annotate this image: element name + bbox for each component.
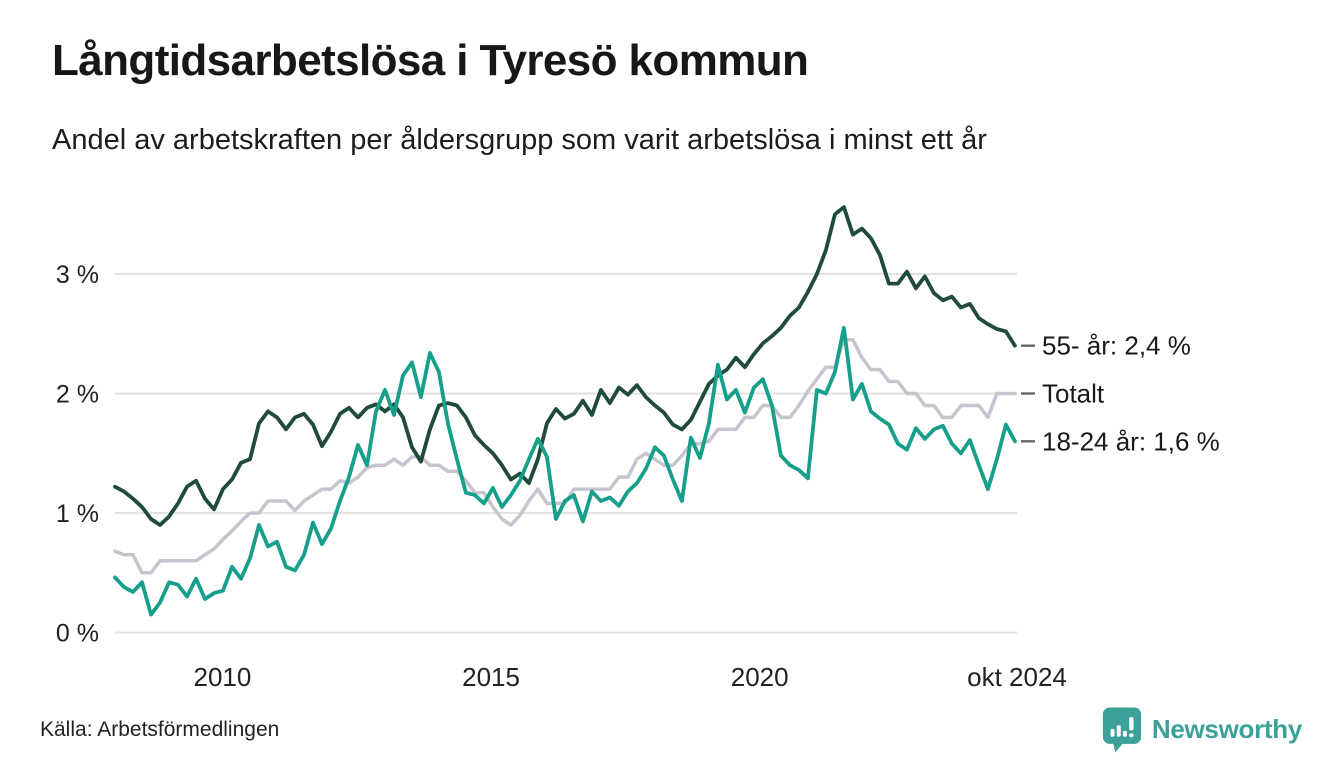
series-end-label-total: Totalt <box>1042 379 1105 409</box>
series-line-55 <box>113 205 1017 527</box>
y-tick-label: 3 % <box>56 261 99 289</box>
x-tick-label: 2020 <box>731 662 789 692</box>
y-tick-label: 0 % <box>56 620 99 648</box>
newsworthy-logo[interactable]: Newsworthy <box>1101 706 1302 753</box>
newsworthy-wordmark: Newsworthy <box>1151 714 1302 744</box>
y-tick-label: 2 % <box>56 381 99 409</box>
series-end-label-18-24: 18-24 år: 1,6 % <box>1042 426 1220 456</box>
newsworthy-bubble-chart-icon <box>1101 706 1143 753</box>
chart-subtitle: Andel av arbetskraften per åldersgrupp s… <box>52 124 987 156</box>
source-note: Källa: Arbetsförmedlingen <box>40 718 280 741</box>
page-title: Långtidsarbetslösa i Tyresö kommun <box>52 36 809 85</box>
series-line-18-24 <box>113 325 1017 617</box>
series-end-label-55: 55- år: 2,4 % <box>1042 331 1191 361</box>
x-tick-label: 2010 <box>194 662 252 692</box>
y-tick-label: 1 % <box>56 500 99 528</box>
x-tick-label: 2015 <box>462 662 520 692</box>
x-tick-label: okt 2024 <box>967 662 1067 692</box>
